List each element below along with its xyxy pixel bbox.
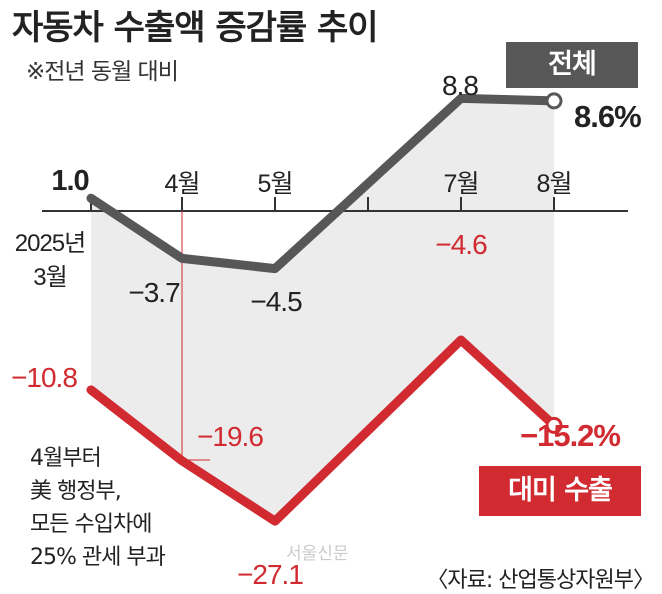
- x-tick-label-1: 4월: [165, 170, 200, 198]
- endpoint-marker-total: [545, 92, 563, 110]
- endpoint-marker-us: [545, 416, 563, 434]
- series-line-total: [86, 93, 559, 274]
- watermark: 서울신문: [286, 544, 349, 564]
- data-label-total-1: −3.7: [128, 277, 180, 308]
- data-label-total-4: 8.8: [442, 70, 478, 101]
- legend-badge-total: 전체: [506, 42, 638, 88]
- shaded-gap-area: [91, 98, 554, 522]
- chart-title: 자동차 수출액 증감률 추이: [12, 8, 379, 48]
- legend-badge-us-exports: 대미 수출: [479, 466, 641, 516]
- source-note: 〈자료: 산업통상자원부〉: [426, 568, 655, 593]
- data-label-us-4: −4.6: [435, 229, 487, 260]
- data-label-us-2: −27.1: [237, 559, 303, 590]
- x-tick-label-4: 7월: [444, 170, 479, 198]
- x-tick-label-0-month: 3월: [33, 264, 66, 291]
- chart-subtitle: ※전년 동월 대비: [26, 59, 179, 85]
- annotation-line-4: 25% 관세 부과: [30, 545, 166, 570]
- data-label-total-2: −4.5: [250, 286, 302, 317]
- data-label-us-1: −19.6: [197, 421, 263, 452]
- series-line-us: [86, 335, 559, 526]
- annotation-line-3: 모든 수입차에: [30, 512, 152, 537]
- annotation-line-1: 4월부터: [30, 446, 102, 471]
- data-label-us-0: −10.8: [11, 362, 77, 393]
- x-tick-label-0-year: 2025년: [15, 230, 85, 257]
- data-label-us-5: −15.2%: [520, 418, 620, 453]
- data-label-total-5: 8.6%: [574, 99, 641, 134]
- annotation-line-2: 美 행정부,: [30, 479, 122, 504]
- x-tick-label-2: 5월: [258, 170, 293, 198]
- x-tick-label-5: 8월: [537, 170, 572, 198]
- data-label-total-0: 1.0: [51, 165, 88, 197]
